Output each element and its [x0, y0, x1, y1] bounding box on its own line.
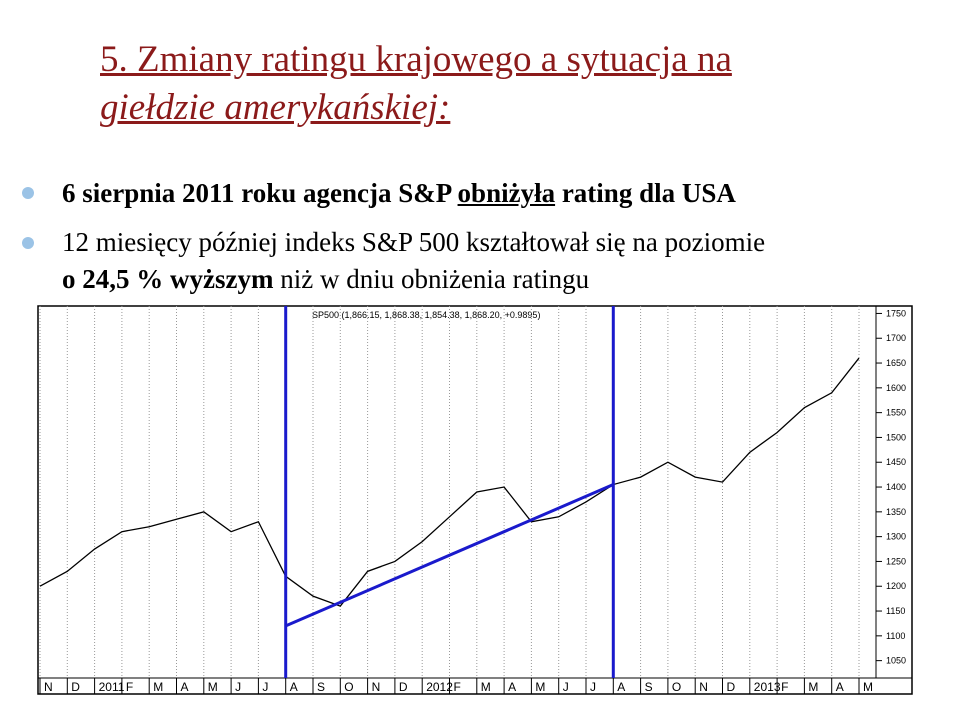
- text: rating dla USA: [555, 178, 736, 208]
- x-tick-label: J: [262, 680, 268, 694]
- title: 5. Zmiany ratingu krajowego a sytuacja n…: [100, 39, 732, 80]
- x-tick-label: F: [454, 680, 461, 694]
- bullet: o 24,5 % wyższym niż w dniu obniżenia ra…: [62, 264, 589, 295]
- y-tick-label: 1350: [886, 507, 906, 517]
- x-tick-label: A: [617, 680, 625, 694]
- x-tick-label: A: [181, 680, 189, 694]
- text: obniżyła: [457, 178, 556, 208]
- line: [39, 357, 860, 607]
- x-tick-label: A: [836, 680, 844, 694]
- y-tick-label: 1550: [886, 408, 906, 418]
- trend-line: [285, 483, 614, 628]
- bullet: 12 miesięcy później indeks S&P 500 kszta…: [62, 227, 765, 258]
- y-tick-label: 1600: [886, 383, 906, 393]
- x-tick-label: M: [481, 680, 491, 694]
- bullet-dot: [22, 237, 34, 249]
- x-tick-label: M: [808, 680, 818, 694]
- text: niż w dniu obniżenia ratingu: [273, 264, 590, 294]
- bullet-dot: [22, 187, 34, 199]
- chart-title: SP500 (1,866.15, 1,868.38, 1,854.38, 1,8…: [312, 310, 540, 320]
- text: o 24,5 % wyższym: [62, 264, 274, 294]
- x-tick-label: O: [672, 680, 681, 694]
- text: 12 miesięcy później indeks S&P 500 kszta…: [62, 227, 766, 257]
- x-tick-label: N: [44, 680, 53, 694]
- x-tick-label: M: [535, 680, 545, 694]
- x-tick-label: N: [699, 680, 708, 694]
- y-tick-label: 1300: [886, 532, 906, 542]
- x-tick-label: F: [126, 680, 133, 694]
- chart-frame: [37, 305, 913, 695]
- bullet: 6 sierpnia 2011 roku agencja S&P obniżył…: [62, 178, 736, 209]
- y-tick-label: 1650: [886, 358, 906, 368]
- y-tick-label: 1100: [886, 631, 905, 641]
- x-tick-label: D: [399, 680, 408, 694]
- y-tick-label: 1150: [886, 606, 905, 616]
- x-tick-label: D: [71, 680, 80, 694]
- x-tick-label: J: [590, 680, 596, 694]
- x-tick-label: S: [645, 680, 653, 694]
- x-tick-label: M: [208, 680, 218, 694]
- x-tick-label: O: [344, 680, 353, 694]
- y-tick-label: 1450: [886, 457, 906, 467]
- x-tick-label: M: [153, 680, 163, 694]
- x-tick-label: 2011: [99, 680, 125, 694]
- x-tick-label: S: [317, 680, 325, 694]
- title: giełdzie amerykańskiej:: [100, 87, 451, 128]
- text: 6 sierpnia 2011 roku agencja S&P: [62, 178, 458, 208]
- x-tick-label: N: [372, 680, 381, 694]
- y-tick-label: 1050: [886, 656, 906, 666]
- y-tick-label: 1200: [886, 581, 906, 591]
- y-tick-label: 1750: [886, 308, 906, 318]
- x-tick-label: D: [727, 680, 736, 694]
- x-tick-label: F: [781, 680, 788, 694]
- x-tick-label: A: [290, 680, 298, 694]
- x-tick-label: J: [235, 680, 241, 694]
- y-tick-label: 1500: [886, 432, 906, 442]
- y-tick-label: 1700: [886, 333, 906, 343]
- x-tick-label: J: [563, 680, 569, 694]
- x-tick-label: A: [508, 680, 516, 694]
- y-tick-label: 1400: [886, 482, 906, 492]
- x-tick-label: 2013: [754, 680, 781, 694]
- x-tick-label: 2012: [426, 680, 453, 694]
- y-tick-label: 1250: [886, 556, 906, 566]
- x-tick-label: M: [863, 680, 873, 694]
